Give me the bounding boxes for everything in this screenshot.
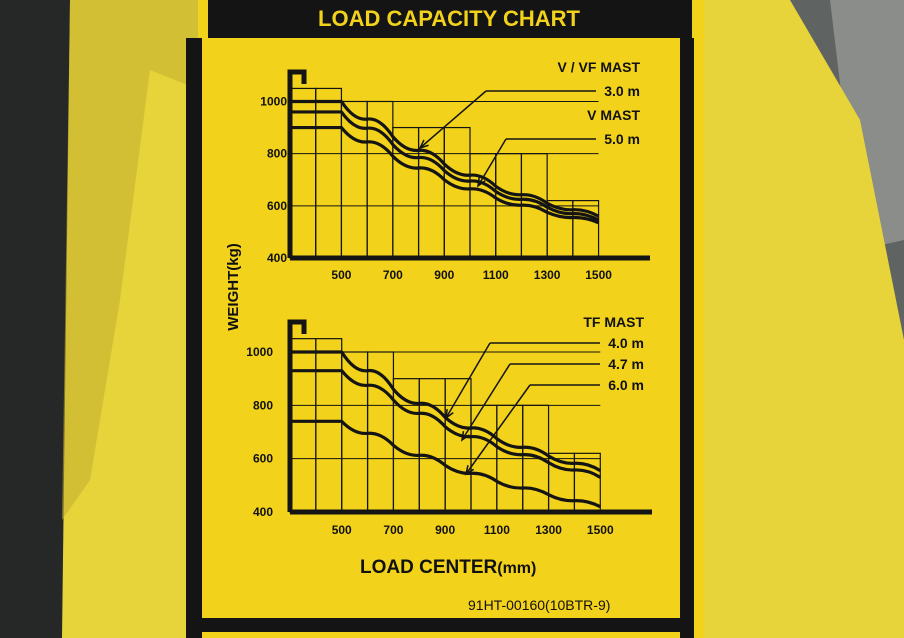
- legend-callout: 3.0 m: [604, 83, 640, 99]
- y-tick-label: 600: [253, 452, 273, 466]
- y-axis: [287, 319, 307, 512]
- x-tick-label: 900: [434, 268, 454, 282]
- series-line: [290, 99, 600, 218]
- x-tick-label: 1500: [587, 523, 614, 537]
- x-axis-label: LOAD CENTER(mm): [360, 557, 536, 578]
- y-tick-label: 1000: [246, 345, 273, 359]
- y-tick-label: 800: [253, 398, 273, 412]
- legend-callout: 6.0 m: [608, 377, 644, 393]
- chart-lower: 400 600 800 1000 500 700 900 1100 1300 1500 TF MAS…: [246, 314, 652, 537]
- x-tick-label: 1100: [483, 268, 509, 282]
- legend-heading: V / VF MAST: [558, 59, 641, 75]
- callout-arrow: [465, 384, 531, 475]
- callout-arrowhead: [477, 176, 486, 188]
- y-tick-label: 800: [267, 147, 287, 161]
- series-line: [290, 350, 602, 473]
- x-tick-label: 1300: [535, 523, 562, 537]
- x-tick-label: 1300: [534, 268, 561, 282]
- callout-arrow: [445, 342, 491, 419]
- x-tick-label: 1500: [585, 268, 612, 282]
- y-tick-label: 600: [267, 199, 287, 213]
- callout-arrowhead: [460, 430, 470, 442]
- sticker-plate: [198, 0, 704, 638]
- legend-heading: V MAST: [587, 107, 640, 123]
- series-line: [290, 110, 600, 222]
- border-left: [186, 38, 202, 638]
- legend-callout: 4.7 m: [608, 356, 644, 372]
- chart-title: LOAD CAPACITY CHART: [318, 6, 581, 31]
- border-bottom: [186, 618, 694, 632]
- y-tick-label: 400: [253, 505, 273, 519]
- y-tick-label: 1000: [260, 94, 287, 108]
- callout-arrowhead: [445, 408, 454, 420]
- callout-arrowhead: [464, 465, 475, 476]
- series-line: [290, 125, 600, 225]
- y-tick-label: 400: [267, 251, 287, 265]
- x-axis-label-main: LOAD CENTER: [360, 557, 498, 578]
- dirt-patch: [62, 0, 210, 520]
- legend-callout: 4.0 m: [608, 335, 644, 351]
- x-tick-label: 500: [331, 268, 351, 282]
- series-line: [290, 369, 602, 479]
- legend-callout: 5.0 m: [604, 131, 640, 147]
- part-number: 91HT-00160(10BTR-9): [468, 597, 610, 613]
- y-axis: [287, 69, 307, 258]
- legend-heading: TF MAST: [583, 314, 644, 330]
- title-bar: [208, 0, 692, 38]
- border-right: [680, 38, 694, 638]
- x-tick-label: 700: [383, 523, 403, 537]
- x-axis-label-unit: (mm): [497, 560, 536, 577]
- callout-arrow: [461, 363, 511, 441]
- callout-arrow: [419, 90, 487, 149]
- x-tick-label: 900: [435, 523, 455, 537]
- x-tick-label: 1100: [484, 523, 510, 537]
- y-axis-label: WEIGHT(kg): [225, 243, 242, 331]
- left-panel: [0, 0, 70, 638]
- series-line: [290, 419, 602, 509]
- callout-arrowhead: [418, 139, 429, 150]
- x-tick-label: 700: [383, 268, 403, 282]
- callout-arrow: [477, 138, 507, 187]
- x-tick-label: 500: [332, 523, 352, 537]
- chart-upper: 400 600 800 1000 500 700 900 1100 1300 1500 V / VF…: [260, 59, 650, 282]
